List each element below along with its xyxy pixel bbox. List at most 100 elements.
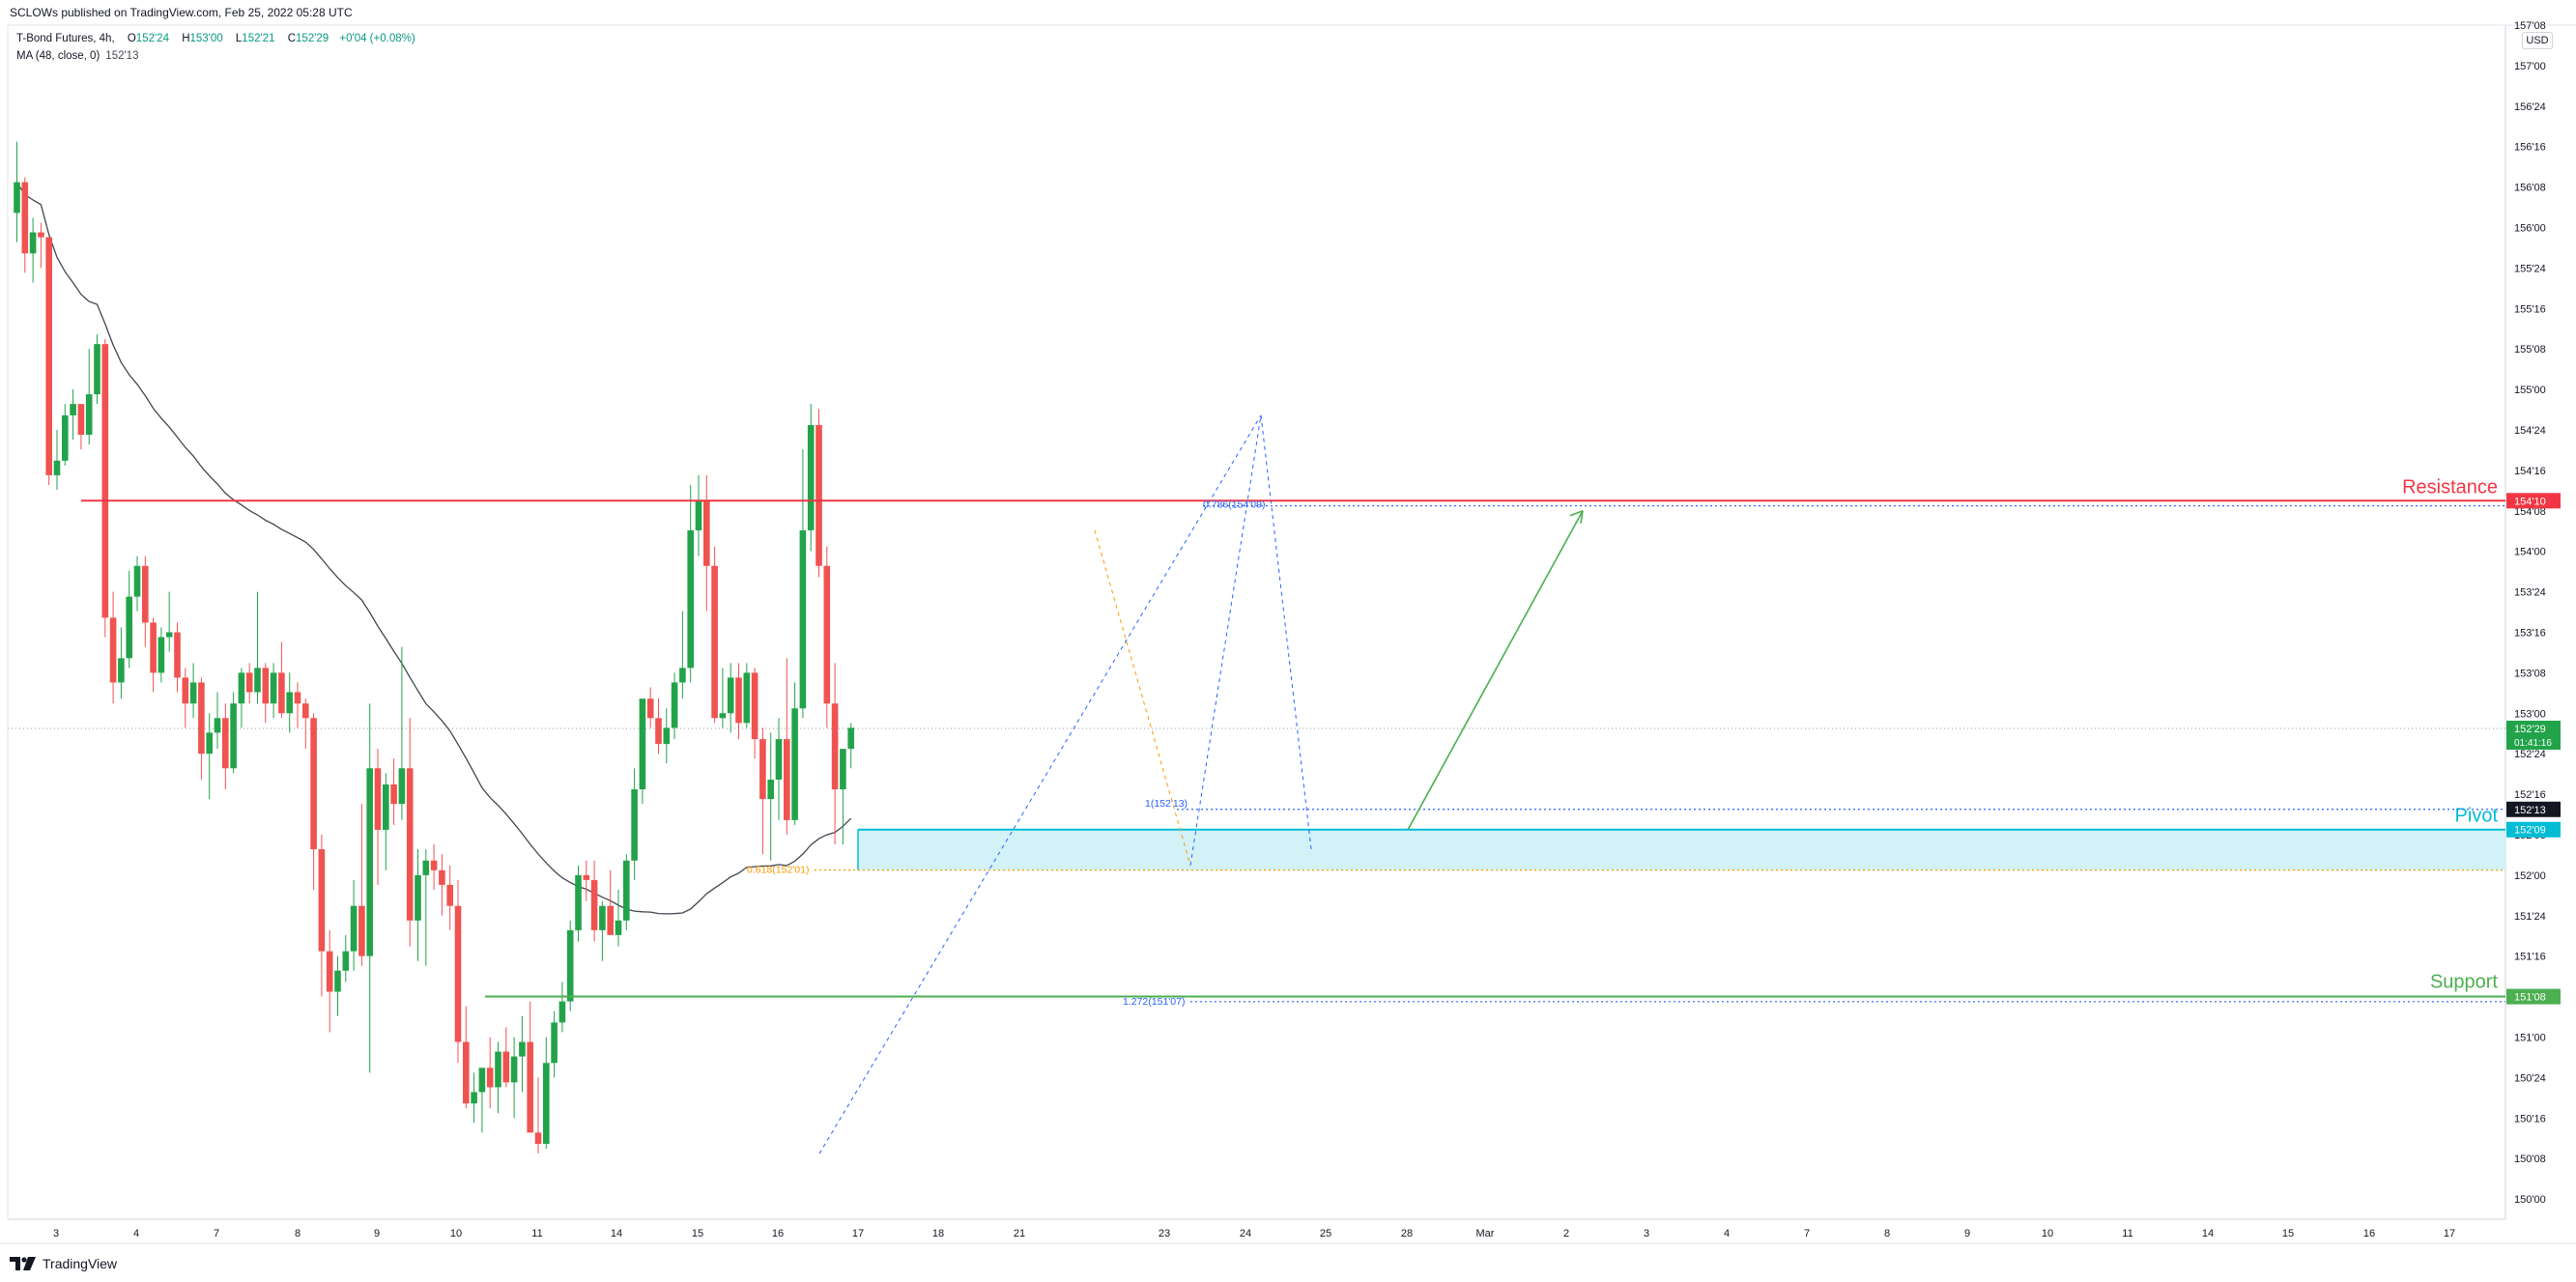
candle[interactable] — [174, 622, 181, 693]
candle[interactable] — [150, 617, 157, 693]
candle[interactable] — [590, 860, 598, 942]
candle[interactable] — [302, 698, 309, 750]
candle[interactable] — [519, 1015, 526, 1093]
candle[interactable] — [646, 687, 654, 728]
candle[interactable] — [133, 556, 141, 612]
candle-body[interactable] — [527, 1041, 533, 1133]
candle[interactable] — [743, 663, 751, 728]
candle-body[interactable] — [583, 874, 590, 880]
candle[interactable] — [671, 672, 678, 740]
candle-body[interactable] — [133, 565, 141, 597]
candle[interactable] — [318, 834, 326, 997]
candle-body[interactable] — [406, 768, 414, 921]
candle-body[interactable] — [157, 637, 165, 673]
candle-body[interactable] — [310, 718, 317, 850]
candle-body[interactable] — [270, 672, 277, 704]
candle-body[interactable] — [471, 1092, 477, 1104]
candle[interactable] — [583, 860, 590, 901]
candle[interactable] — [799, 449, 807, 719]
candle-body[interactable] — [366, 768, 373, 956]
candle-body[interactable] — [454, 905, 462, 1042]
candle[interactable] — [575, 865, 582, 942]
candle-body[interactable] — [807, 424, 815, 530]
candle-body[interactable] — [390, 784, 397, 805]
candle[interactable] — [655, 698, 662, 755]
candle[interactable] — [245, 663, 253, 704]
candle[interactable] — [558, 982, 566, 1033]
candle[interactable] — [53, 429, 61, 490]
candle-body[interactable] — [663, 727, 671, 745]
candle-body[interactable] — [784, 739, 790, 820]
candle[interactable] — [623, 854, 630, 930]
candle[interactable] — [390, 758, 397, 825]
tradingview-logo[interactable]: TradingView — [10, 1256, 117, 1271]
candle[interactable] — [29, 217, 37, 283]
candle[interactable] — [615, 889, 622, 947]
candle[interactable] — [463, 1006, 470, 1109]
candle[interactable] — [631, 768, 638, 880]
candle[interactable] — [278, 641, 285, 719]
candle[interactable] — [847, 723, 854, 769]
candle[interactable] — [157, 627, 165, 683]
candle-body[interactable] — [703, 500, 710, 566]
candle-body[interactable] — [77, 404, 85, 436]
candle-body[interactable] — [415, 874, 421, 921]
time-axis[interactable]: 3 4 7 8 9 10 11 14 15 16 17 18 21 23 24 25 28 Mar 2 3 4 7 8 9 10… — [53, 1228, 2455, 1239]
candle-body[interactable] — [831, 703, 839, 790]
candle[interactable] — [70, 389, 76, 441]
candle[interactable] — [286, 672, 293, 733]
candle-body[interactable] — [109, 617, 117, 683]
candle-body[interactable] — [847, 727, 854, 750]
candle[interactable] — [767, 732, 774, 861]
candle[interactable] — [775, 718, 783, 820]
candle-body[interactable] — [254, 668, 261, 693]
candle[interactable] — [495, 1041, 501, 1114]
candle[interactable] — [109, 591, 117, 704]
candle-body[interactable] — [590, 879, 598, 930]
candle-body[interactable] — [646, 698, 654, 719]
candle[interactable] — [398, 646, 406, 820]
currency-badge[interactable]: USD — [2522, 32, 2553, 49]
candle-body[interactable] — [383, 784, 389, 830]
candle[interactable] — [566, 920, 574, 1011]
projection-arrow[interactable] — [1407, 510, 1584, 831]
candle[interactable] — [326, 929, 333, 1033]
candle-body[interactable] — [62, 414, 69, 461]
candle[interactable] — [735, 663, 742, 740]
price-tag-resistance[interactable]: 154'10 — [2506, 493, 2561, 509]
candle[interactable] — [310, 713, 317, 890]
candle[interactable] — [784, 658, 790, 835]
candle[interactable] — [85, 349, 93, 445]
price-tag-pivot[interactable]: 152'09 — [2506, 821, 2561, 838]
candle-body[interactable] — [719, 713, 727, 719]
candle-body[interactable] — [430, 860, 438, 870]
candle-body[interactable] — [767, 779, 774, 800]
candle-body[interactable] — [85, 394, 93, 436]
candle-body[interactable] — [840, 749, 846, 790]
candle[interactable] — [840, 749, 846, 845]
candle[interactable] — [415, 849, 421, 961]
candle-body[interactable] — [214, 718, 221, 733]
candle[interactable] — [759, 727, 766, 855]
candle[interactable] — [510, 1037, 518, 1119]
candle-body[interactable] — [198, 682, 205, 755]
candle-body[interactable] — [534, 1132, 542, 1145]
candle-body[interactable] — [543, 1063, 550, 1145]
candle[interactable] — [262, 663, 270, 724]
candle[interactable] — [38, 222, 44, 269]
candle-body[interactable] — [230, 703, 237, 769]
candle-body[interactable] — [823, 565, 831, 704]
candle-body[interactable] — [679, 668, 686, 683]
candle-body[interactable] — [502, 1051, 510, 1083]
candle-body[interactable] — [165, 632, 173, 638]
candle-body[interactable] — [446, 884, 453, 906]
candle[interactable] — [430, 844, 438, 890]
candle[interactable] — [270, 663, 277, 719]
candle[interactable] — [446, 865, 453, 930]
candle-body[interactable] — [342, 951, 350, 971]
candle[interactable] — [350, 879, 358, 971]
candle[interactable] — [198, 677, 205, 780]
candle[interactable] — [214, 692, 221, 750]
candle[interactable] — [711, 546, 718, 724]
